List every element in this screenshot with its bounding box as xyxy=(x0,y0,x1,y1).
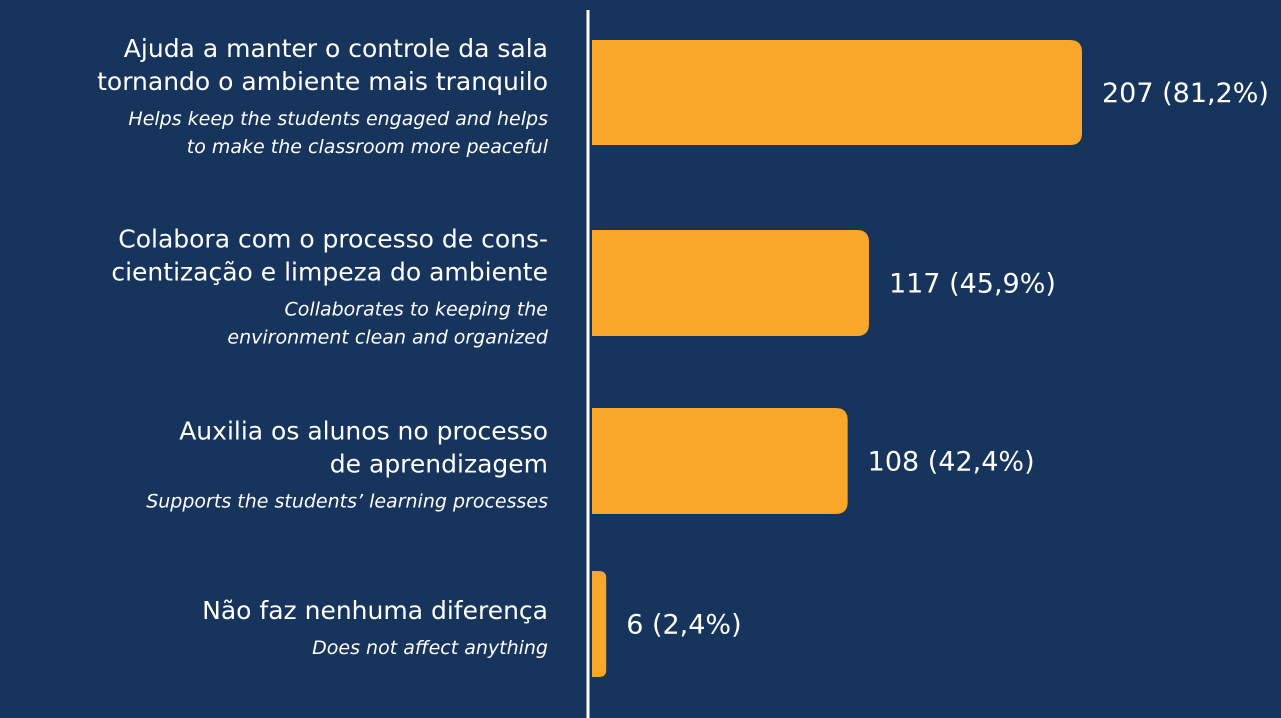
bar xyxy=(592,408,848,514)
category-translation: Helps keep the students engaged and help… xyxy=(128,108,548,130)
value-label: 108 (42,4%) xyxy=(868,447,1035,478)
value-label: 117 (45,9%) xyxy=(889,269,1056,300)
bar xyxy=(592,571,607,677)
category-label: Ajuda a manter o controle da sala xyxy=(124,34,548,63)
category-label: cientização e limpeza do ambiente xyxy=(111,258,548,287)
category-label: de aprendizagem xyxy=(330,450,548,479)
category-label: Colabora com o processo de cons- xyxy=(118,225,548,254)
category-translation: environment clean and organized xyxy=(227,327,549,349)
value-label: 207 (81,2%) xyxy=(1102,78,1269,109)
category-label: tornando o ambiente mais tranquilo xyxy=(97,67,548,96)
value-label: 6 (2,4%) xyxy=(626,610,741,641)
bar xyxy=(592,40,1082,145)
category-translation: to make the classroom more peaceful xyxy=(187,136,549,158)
bar xyxy=(592,230,869,336)
category-label: Auxilia os alunos no processo xyxy=(179,417,548,446)
category-label: Não faz nenhuma diferença xyxy=(202,596,548,625)
category-translation: Does not affect anything xyxy=(312,637,548,659)
category-translation: Supports the students’ learning processe… xyxy=(146,491,548,513)
category-translation: Collaborates to keeping the xyxy=(285,299,548,321)
